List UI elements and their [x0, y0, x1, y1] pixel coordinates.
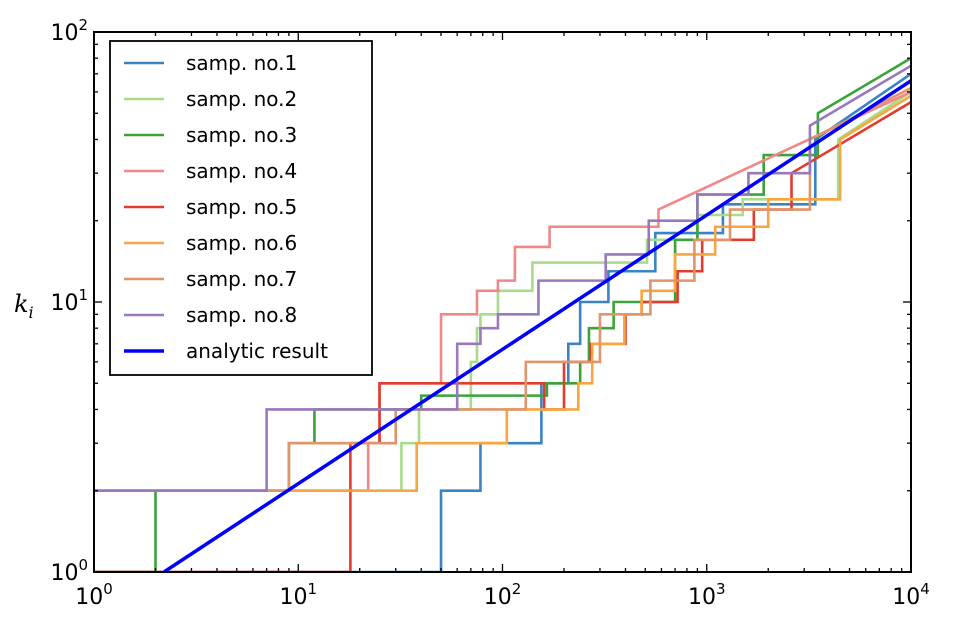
legend-label: samp. no.8 [186, 303, 297, 327]
series-line-2 [94, 90, 911, 493]
y-tick-label: 100 [50, 556, 88, 586]
legend-label: samp. no.4 [186, 159, 297, 183]
ticks-layer [93, 31, 912, 573]
series-line-1 [94, 72, 911, 572]
y-tick-label: 102 [50, 16, 88, 46]
legend-label: samp. no.3 [186, 123, 297, 147]
legend-label: samp. no.5 [186, 195, 297, 219]
legend-label: samp. no.7 [186, 267, 297, 291]
y-axis-label: ki [14, 290, 34, 322]
legend-label: samp. no.1 [186, 51, 297, 75]
legend-label: samp. no.6 [186, 231, 297, 255]
series-line-7 [94, 86, 911, 493]
x-tick-label: 101 [279, 580, 317, 610]
x-tick-label: 102 [484, 580, 522, 610]
x-tick-label: 103 [688, 580, 726, 610]
x-tick-label: 100 [75, 580, 113, 610]
x-tick-label: 104 [892, 580, 930, 610]
legend: samp. no.1 samp. no.2 samp. no.3 samp. no.4… [109, 40, 373, 376]
series-line-9 [162, 79, 911, 572]
labels-layer: 100 101 102 103 104 100 101 102 ki [14, 16, 930, 610]
legend-label: analytic result [186, 339, 328, 363]
y-tick-label: 101 [50, 286, 88, 316]
legend-label: samp. no.2 [186, 87, 297, 111]
series-layer [94, 57, 911, 572]
